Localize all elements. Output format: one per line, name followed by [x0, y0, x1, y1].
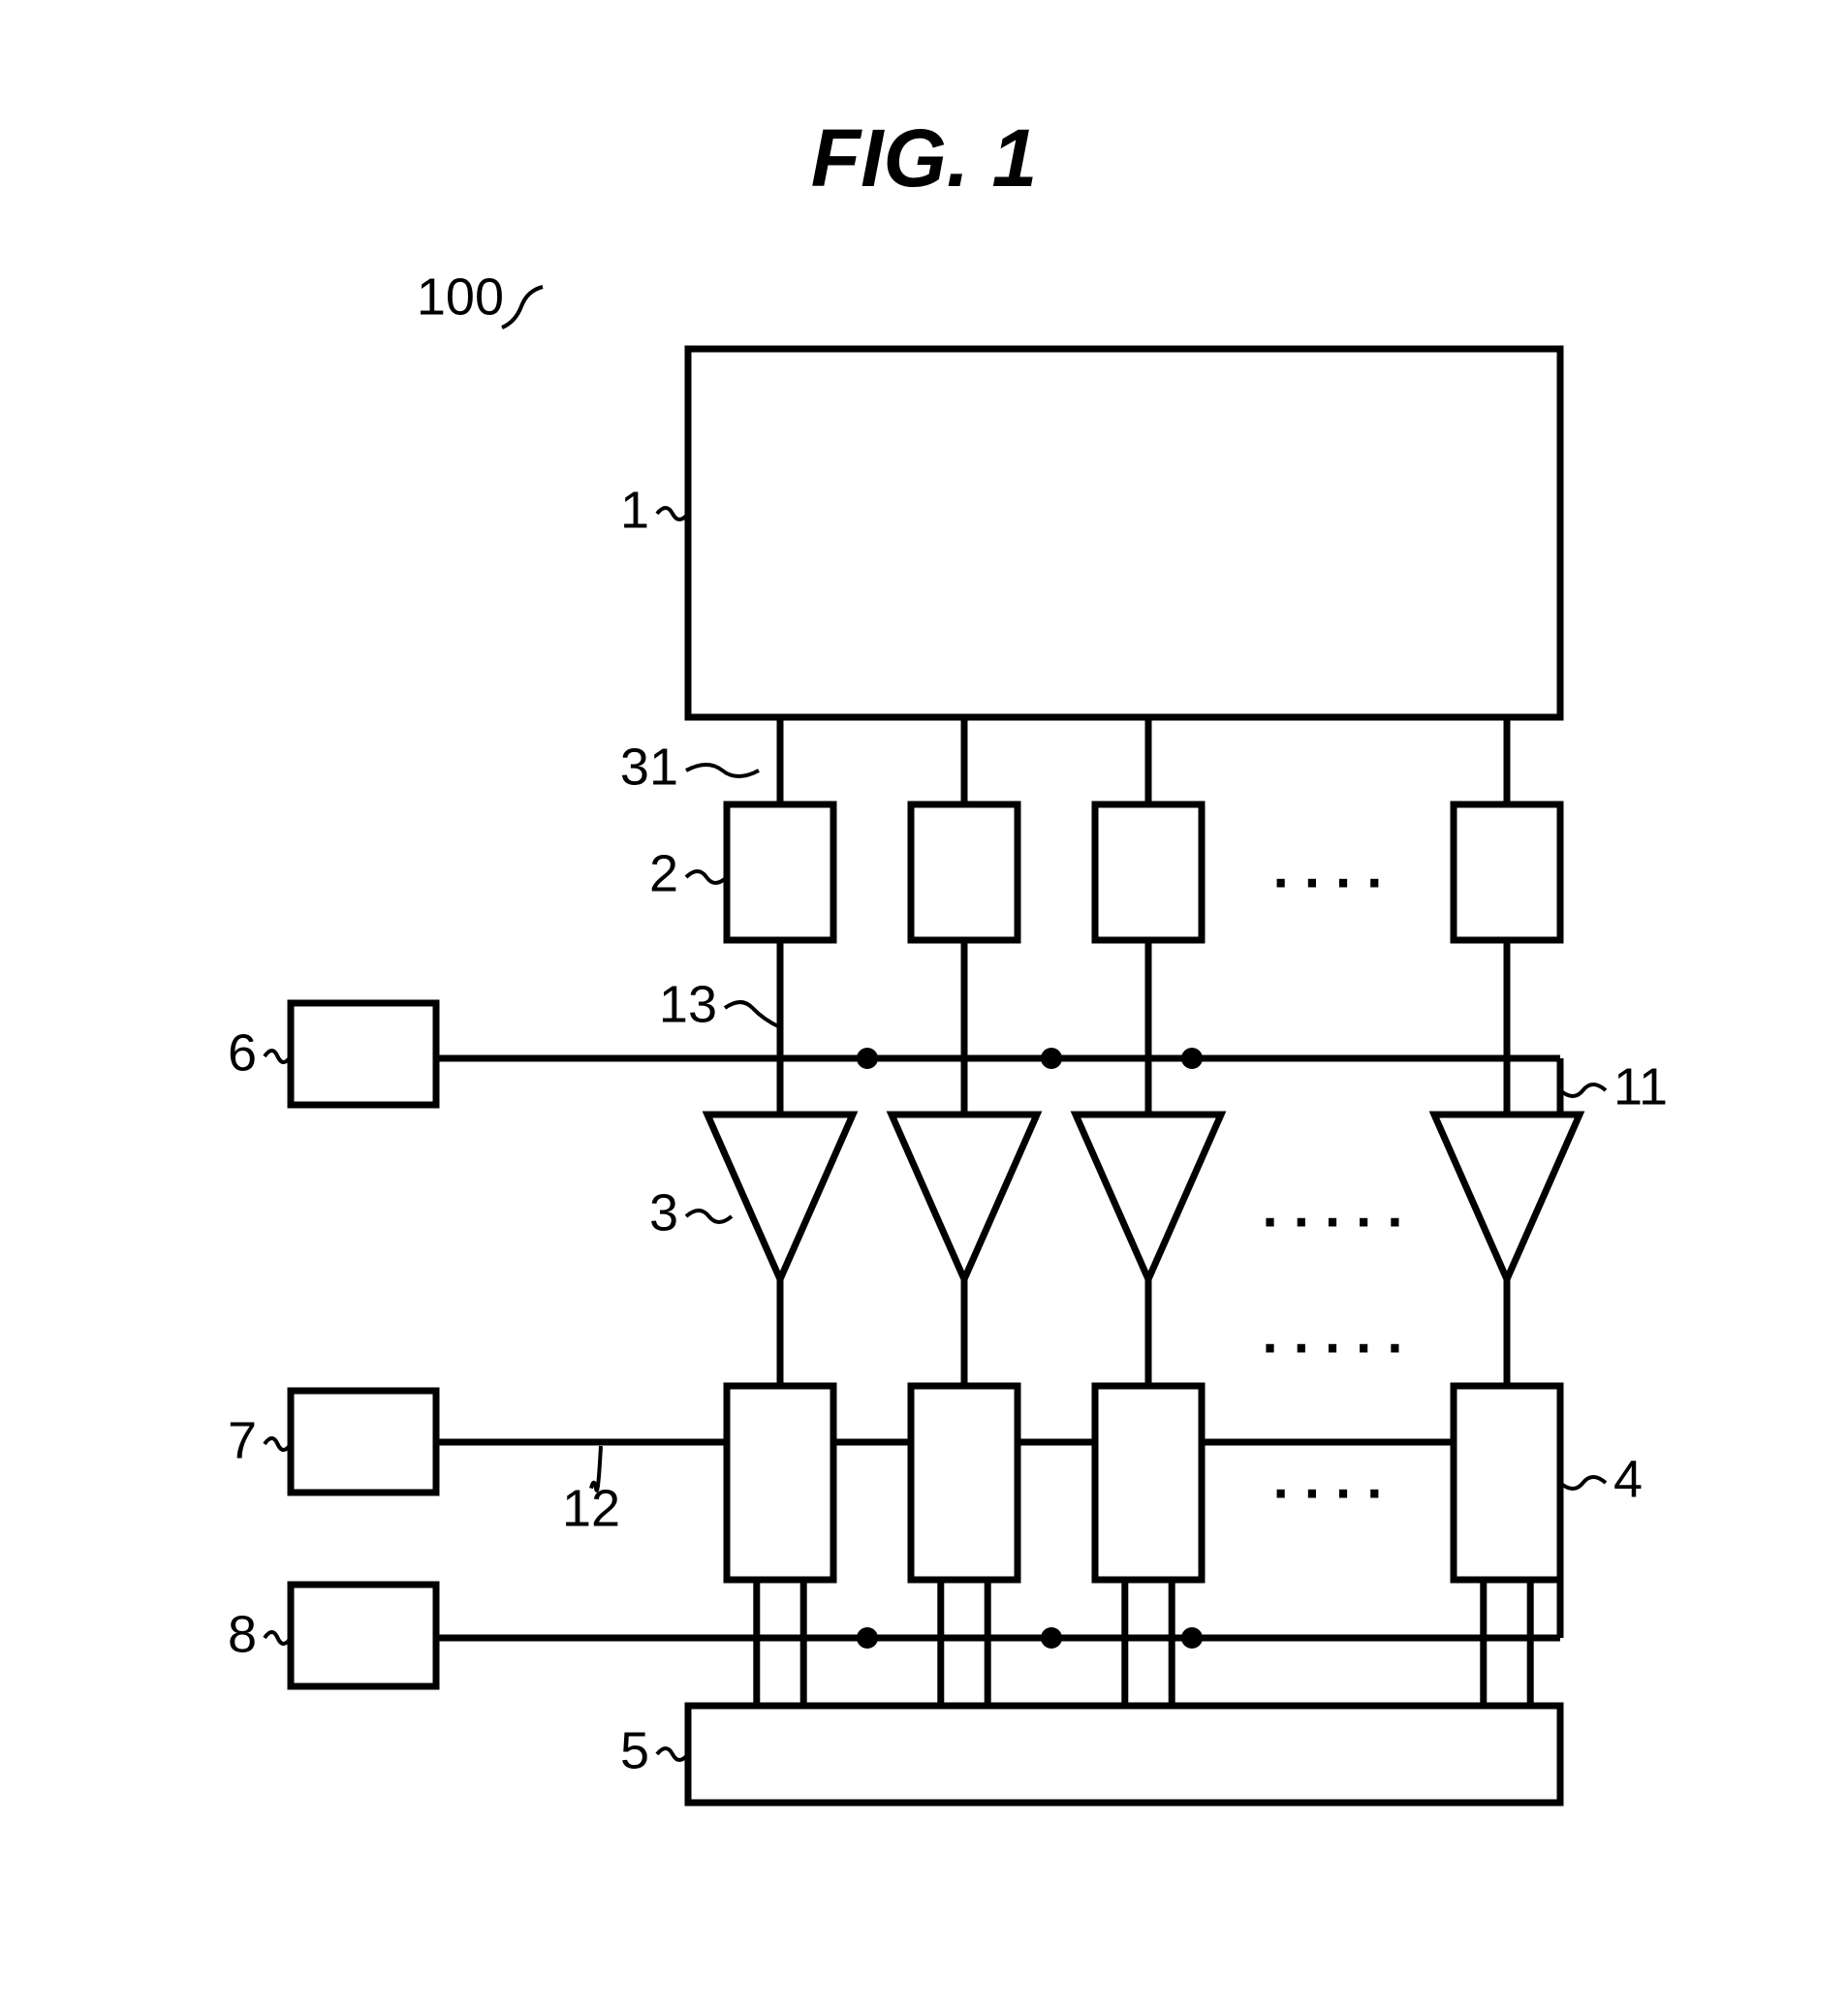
label-l100: 100 [417, 267, 504, 326]
label-l5: 5 [620, 1721, 649, 1779]
junction-dot [1181, 1627, 1203, 1649]
block-b4b [911, 1386, 1018, 1580]
block-b1 [688, 349, 1560, 717]
block-b2b [911, 804, 1018, 940]
junction-dot [1041, 1627, 1062, 1649]
label-l7: 7 [228, 1411, 257, 1469]
label-l31: 31 [620, 738, 678, 796]
block-b4c [1095, 1386, 1202, 1580]
label-l2: 2 [649, 844, 678, 902]
junction-dot [1181, 1048, 1203, 1069]
block-b2c [1095, 804, 1202, 940]
junction-dot [1041, 1048, 1062, 1069]
block-b2d [1454, 804, 1560, 940]
block-b4d [1454, 1386, 1560, 1580]
label-l1: 1 [620, 481, 649, 539]
block-b7 [291, 1391, 436, 1493]
label-l6: 6 [228, 1023, 257, 1082]
block-b8 [291, 1585, 436, 1686]
block-b6 [291, 1003, 436, 1105]
block-b4a [727, 1386, 833, 1580]
block-b5 [688, 1706, 1560, 1803]
block-b2a [727, 804, 833, 940]
ellipsis-0: . . . . [1273, 836, 1383, 899]
label-l3: 3 [649, 1183, 678, 1242]
junction-dot [857, 1048, 878, 1069]
label-l4: 4 [1613, 1450, 1643, 1508]
label-l11: 11 [1613, 1057, 1668, 1116]
label-l13: 13 [659, 975, 717, 1033]
junction-dot [857, 1627, 878, 1649]
label-l8: 8 [228, 1605, 257, 1663]
ellipsis-2: . . . . . [1262, 1302, 1402, 1365]
ellipsis-1: . . . . . [1262, 1176, 1402, 1239]
figure-title: FIG. 1 [811, 112, 1037, 204]
ellipsis-3: . . . . [1273, 1447, 1383, 1510]
